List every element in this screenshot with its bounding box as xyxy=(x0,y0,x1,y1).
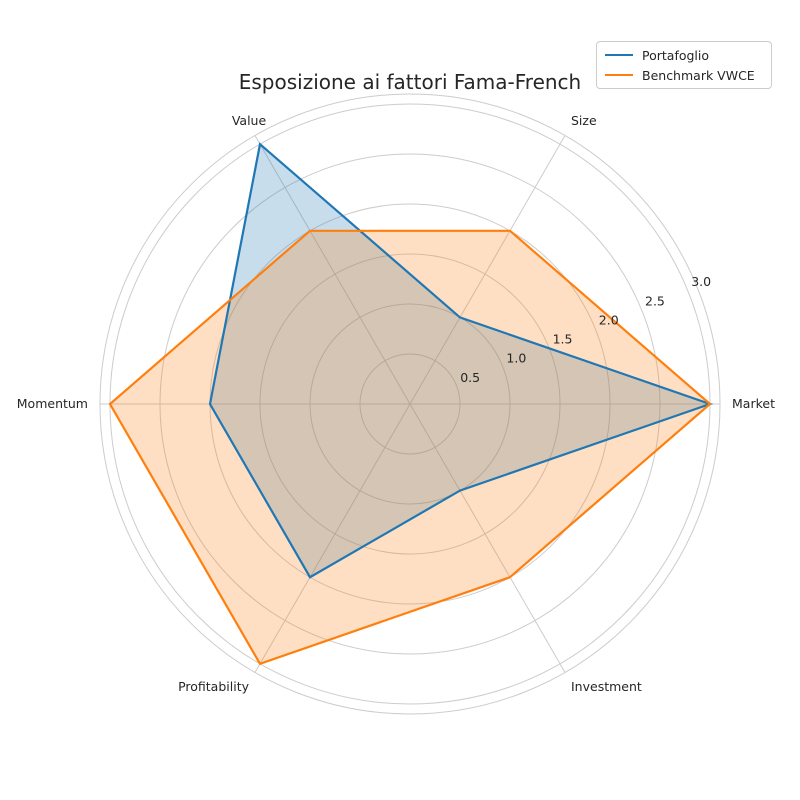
chart-title: Esposizione ai fattori Fama-French xyxy=(239,70,581,94)
grid-spoke-5 xyxy=(409,403,566,673)
grid-spoke-4 xyxy=(254,403,411,673)
radial-tick-label-2: 1.5 xyxy=(553,332,573,347)
axis-label-value: Value xyxy=(232,113,267,128)
radial-tick-label-1: 1.0 xyxy=(506,351,526,366)
series-fill-1 xyxy=(110,230,710,664)
axis-label-profitability: Profitability xyxy=(178,679,250,694)
legend-item-benchmark: Benchmark VWCE xyxy=(605,66,755,84)
radar-tick-labels: 0.5 1.0 1.5 2.0 2.5 3.0 xyxy=(460,274,711,385)
legend-swatch-portafoglio xyxy=(605,54,633,56)
legend-label-portafoglio: Portafoglio xyxy=(642,47,710,63)
series-fill-0 xyxy=(210,144,710,578)
axis-label-size: Size xyxy=(571,113,597,128)
grid-spoke-2 xyxy=(254,135,411,405)
radar-grid xyxy=(99,93,721,715)
legend-item-portafoglio: Portafoglio xyxy=(605,46,709,64)
chart-legend: Portafoglio Benchmark VWCE xyxy=(596,41,772,89)
radial-tick-label-5: 3.0 xyxy=(691,274,711,289)
radial-tick-label-0: 0.5 xyxy=(460,370,480,385)
radial-tick-label-3: 2.0 xyxy=(599,313,619,328)
axis-label-market: Market xyxy=(732,396,775,411)
axis-label-momentum: Momentum xyxy=(17,396,88,411)
axis-label-investment: Investment xyxy=(571,679,642,694)
radial-tick-label-4: 2.5 xyxy=(645,293,665,308)
legend-swatch-benchmark xyxy=(605,74,633,76)
legend-label-benchmark: Benchmark VWCE xyxy=(642,67,755,83)
radar-series xyxy=(108,142,714,666)
grid-spoke-1 xyxy=(409,135,566,405)
radar-axis-labels: Market Size Value Momentum Profitability Inve… xyxy=(17,113,775,694)
